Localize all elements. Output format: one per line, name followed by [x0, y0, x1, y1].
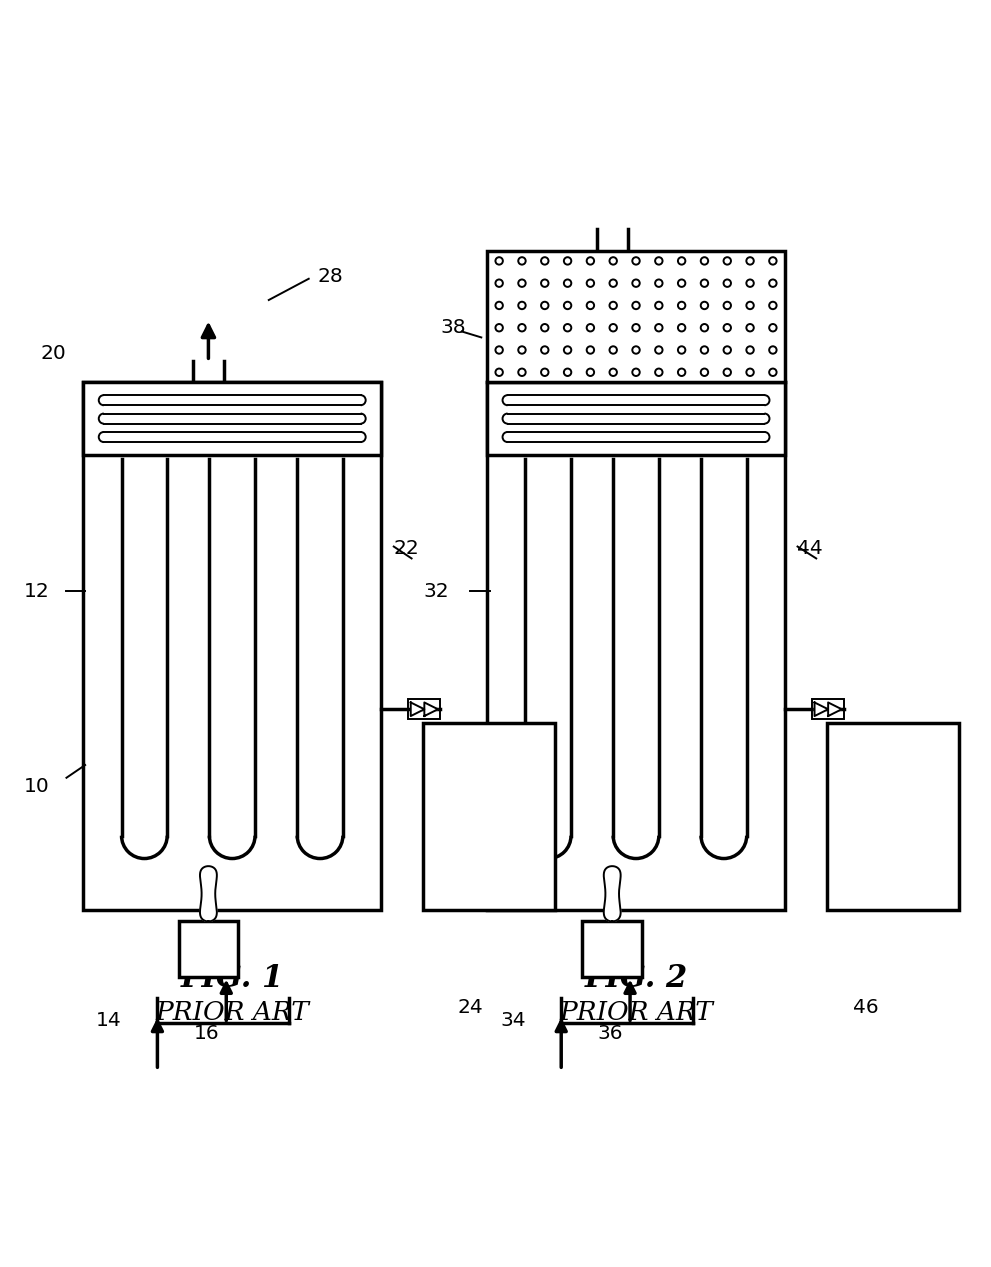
Text: 24: 24	[457, 998, 483, 1017]
Text: 28: 28	[317, 267, 343, 286]
Text: 38: 38	[440, 318, 466, 337]
Text: 22: 22	[393, 538, 419, 557]
Text: 34: 34	[499, 1011, 525, 1030]
Text: 10: 10	[24, 777, 50, 796]
Bar	[487, 383, 785, 910]
Polygon shape	[200, 867, 217, 921]
Bar	[83, 383, 381, 910]
Text: PRIOR ART: PRIOR ART	[156, 1000, 309, 1024]
Polygon shape	[424, 703, 438, 716]
Bar	[487, 251, 785, 383]
Bar	[423, 722, 555, 910]
Bar	[408, 699, 440, 720]
Polygon shape	[410, 703, 424, 716]
Text: 14: 14	[96, 1011, 122, 1030]
Text: 36: 36	[598, 1024, 623, 1043]
Text: 32: 32	[423, 582, 449, 601]
Text: 20: 20	[41, 343, 66, 362]
Text: 44: 44	[797, 538, 823, 557]
Text: 30: 30	[423, 777, 449, 796]
Text: PRIOR ART: PRIOR ART	[559, 1000, 713, 1024]
Polygon shape	[827, 703, 841, 716]
Text: 46: 46	[852, 998, 878, 1017]
Text: FIG. 1: FIG. 1	[180, 962, 283, 993]
Text: 16: 16	[194, 1024, 219, 1043]
Polygon shape	[815, 703, 827, 716]
Text: 12: 12	[24, 582, 50, 601]
Bar	[178, 921, 238, 977]
Bar	[582, 921, 641, 977]
Bar	[812, 699, 844, 720]
Bar	[83, 383, 381, 455]
Bar	[826, 722, 958, 910]
Text: FIG. 2: FIG. 2	[584, 962, 688, 993]
Polygon shape	[604, 867, 620, 921]
Bar	[487, 383, 785, 455]
